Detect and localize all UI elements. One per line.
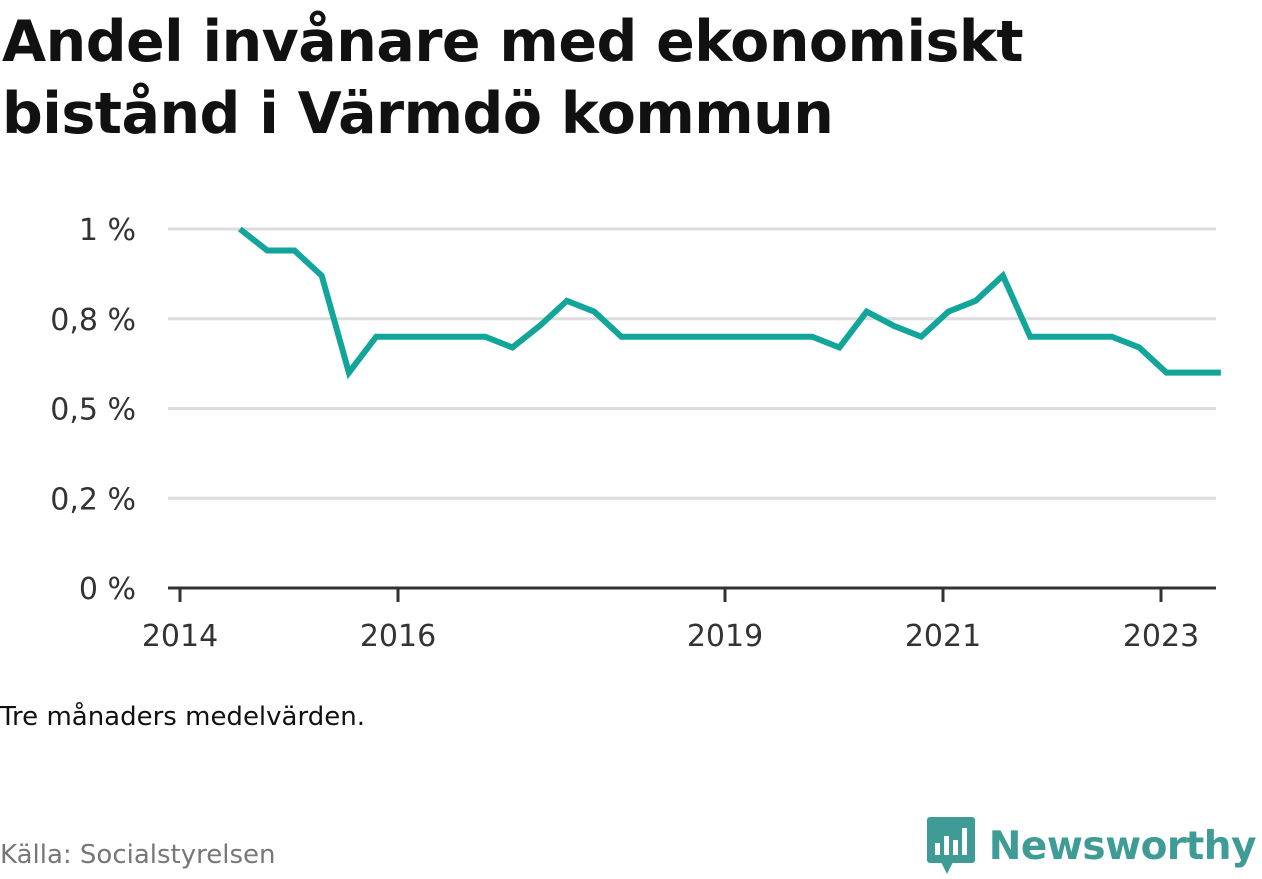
series-line [238, 226, 1221, 380]
bar-chart-speech-bubble-icon [926, 817, 975, 874]
data-series [238, 226, 1221, 380]
chart-note: Tre månaders medelvärden. [0, 702, 365, 732]
y-tick-label: 0 % [79, 572, 136, 607]
chart-title: Andel invånare med ekonomiskt bistånd i … [2, 9, 1024, 147]
y-tick-label: 0,2 % [50, 482, 136, 517]
x-tick-label: 2021 [905, 619, 981, 654]
x-tick-label: 2016 [360, 619, 436, 654]
x-axis: 2014 2016 2019 2021 2023 [142, 586, 1216, 654]
y-axis-labels: 0 % 0,2 % 0,5 % 0,8 % 1 % [50, 213, 136, 607]
y-tick-label: 0,5 % [50, 393, 136, 428]
x-tick-label: 2014 [142, 619, 218, 654]
line-chart: 0 %0,2 %0,5 %0,8 %1 % 2014 2016 2019 2021 20… [50, 213, 1221, 654]
grid-lines [168, 227, 1216, 500]
brand-logo: Newsworthy [926, 817, 1257, 874]
source-credit: Källa: Socialstyrelsen [0, 840, 276, 870]
y-tick-label: 0,8 % [50, 303, 136, 338]
brand-name: Newsworthy [988, 823, 1257, 869]
y-tick-label: 1 % [79, 213, 136, 248]
x-tick-label: 2023 [1123, 619, 1199, 654]
x-tick-label: 2019 [687, 619, 763, 654]
